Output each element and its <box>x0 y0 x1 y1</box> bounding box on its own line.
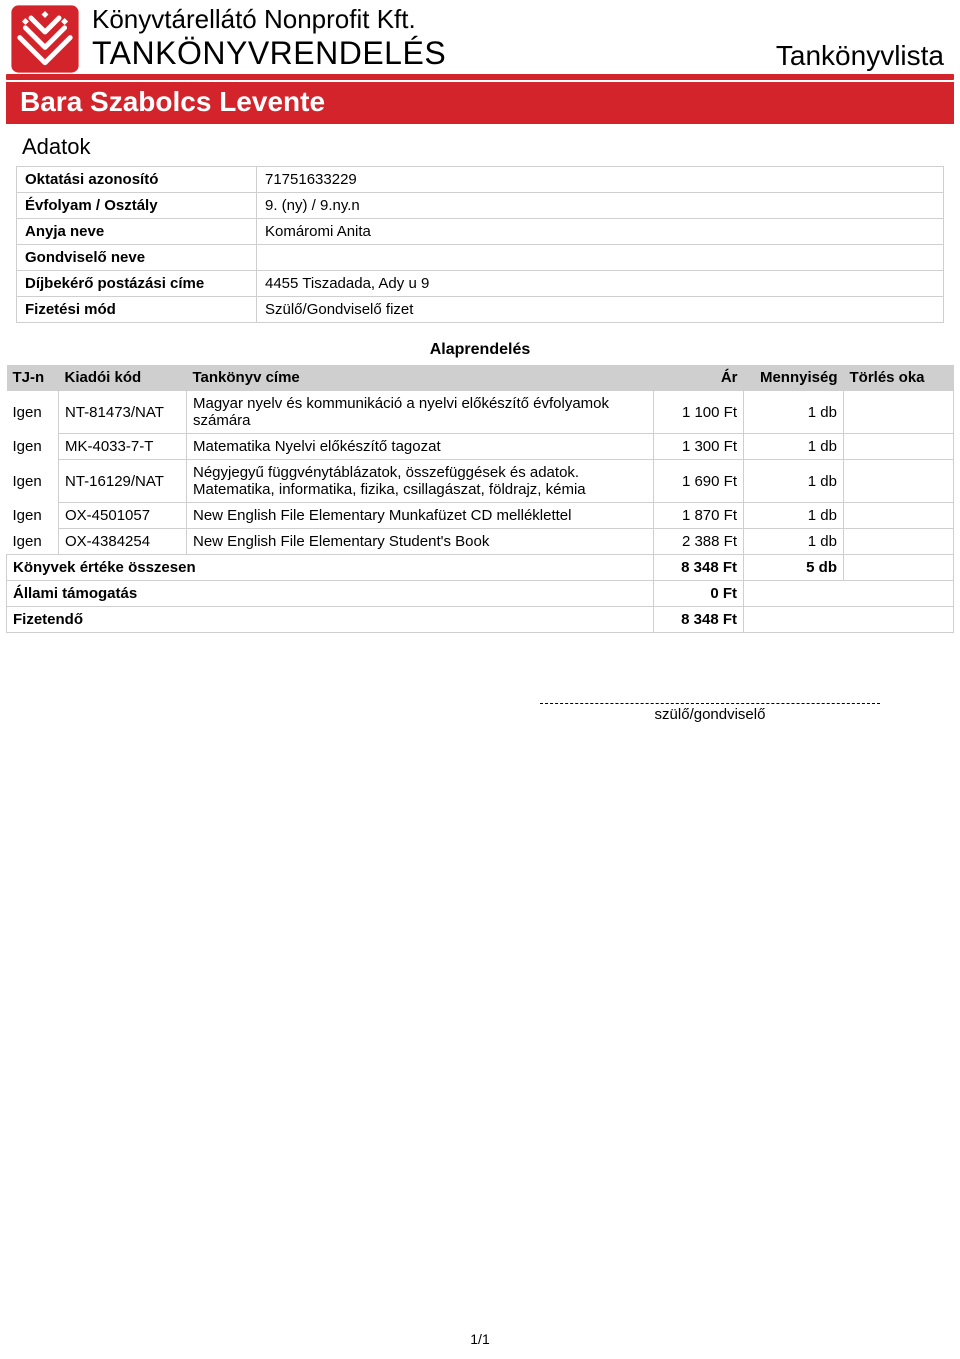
cell-tj: Igen <box>7 434 59 460</box>
cell-title: Magyar nyelv és kommunikáció a nyelvi el… <box>187 391 654 434</box>
cell-code: OX-4384254 <box>59 529 187 555</box>
cell-code: NT-81473/NAT <box>59 391 187 434</box>
info-row: Fizetési mód Szülő/Gondviselő fizet <box>17 297 944 323</box>
summary-total-row: Könyvek értéke összesen 8 348 Ft 5 db <box>7 555 954 581</box>
student-name-bar: Bara Szabolcs Levente <box>6 82 954 124</box>
page-header: Könyvtárellátó Nonprofit Kft. TANKÖNYVRE… <box>0 0 960 74</box>
summary-payable-row: Fizetendő 8 348 Ft <box>7 607 954 633</box>
signature-area: szülő/gondviselő <box>0 703 880 724</box>
cell-tj: Igen <box>7 391 59 434</box>
order-section-title: Alaprendelés <box>0 323 960 365</box>
cell-tj: Igen <box>7 529 59 555</box>
order-table: TJ-n Kiadói kód Tankönyv címe Ár Mennyis… <box>6 365 954 633</box>
cell-qty: 1 db <box>744 391 844 434</box>
info-row: Díjbekérő postázási címe 4455 Tiszadada,… <box>17 271 944 297</box>
cell-qty: 1 db <box>744 503 844 529</box>
cell-price: 1 870 Ft <box>654 503 744 529</box>
cell-title: Négyjegyű függvénytáblázatok, összefüggé… <box>187 460 654 503</box>
info-value <box>257 245 944 271</box>
summary-total-price: 8 348 Ft <box>654 555 744 581</box>
cell-title: Matematika Nyelvi előkészítő tagozat <box>187 434 654 460</box>
cell-title: New English File Elementary Student's Bo… <box>187 529 654 555</box>
cell-code: NT-16129/NAT <box>59 460 187 503</box>
cell-tj: Igen <box>7 503 59 529</box>
cell-code: MK-4033-7-T <box>59 434 187 460</box>
col-header-price: Ár <box>654 365 744 391</box>
info-label: Anyja neve <box>17 219 257 245</box>
col-header-code: Kiadói kód <box>59 365 187 391</box>
info-row: Anyja neve Komáromi Anita <box>17 219 944 245</box>
table-row: IgenNT-16129/NATNégyjegyű függvénytábláz… <box>7 460 954 503</box>
info-label: Fizetési mód <box>17 297 257 323</box>
summary-empty <box>744 607 954 633</box>
info-table: Oktatási azonosító 71751633229 Évfolyam … <box>16 166 944 323</box>
main-title: TANKÖNYVRENDELÉS <box>92 35 446 72</box>
summary-total-qty: 5 db <box>744 555 844 581</box>
table-row: IgenOX-4501057New English File Elementar… <box>7 503 954 529</box>
info-value: Komáromi Anita <box>257 219 944 245</box>
cell-del <box>844 434 954 460</box>
header-text: Könyvtárellátó Nonprofit Kft. TANKÖNYVRE… <box>92 4 950 72</box>
info-row: Oktatási azonosító 71751633229 <box>17 167 944 193</box>
header-right: Tankönyvlista <box>776 40 950 72</box>
summary-support-value: 0 Ft <box>654 581 744 607</box>
header-left: Könyvtárellátó Nonprofit Kft. TANKÖNYVRE… <box>92 4 446 72</box>
summary-payable-label: Fizetendő <box>7 607 654 633</box>
summary-support-label: Állami támogatás <box>7 581 654 607</box>
info-label: Díjbekérő postázási címe <box>17 271 257 297</box>
table-row: IgenNT-81473/NATMagyar nyelv és kommunik… <box>7 391 954 434</box>
cell-qty: 1 db <box>744 529 844 555</box>
cell-del <box>844 460 954 503</box>
logo-icon <box>10 4 80 74</box>
signature-line: szülő/gondviselő <box>540 703 880 723</box>
summary-empty <box>744 581 954 607</box>
summary-empty <box>844 555 954 581</box>
col-header-qty: Mennyiség <box>744 365 844 391</box>
table-row: IgenOX-4384254New English File Elementar… <box>7 529 954 555</box>
company-name: Könyvtárellátó Nonprofit Kft. <box>92 4 446 35</box>
col-header-del: Törlés oka <box>844 365 954 391</box>
info-label: Oktatási azonosító <box>17 167 257 193</box>
col-header-title: Tankönyv címe <box>187 365 654 391</box>
cell-price: 1 300 Ft <box>654 434 744 460</box>
table-row: IgenMK-4033-7-TMatematika Nyelvi előkész… <box>7 434 954 460</box>
cell-price: 1 690 Ft <box>654 460 744 503</box>
cell-del <box>844 503 954 529</box>
cell-qty: 1 db <box>744 434 844 460</box>
cell-price: 2 388 Ft <box>654 529 744 555</box>
cell-del <box>844 391 954 434</box>
col-header-tj: TJ-n <box>7 365 59 391</box>
page-footer: 1/1 <box>0 1331 960 1347</box>
section-title-adatok: Adatok <box>0 124 960 166</box>
summary-support-row: Állami támogatás 0 Ft <box>7 581 954 607</box>
info-value: 9. (ny) / 9.ny.n <box>257 193 944 219</box>
cell-del <box>844 529 954 555</box>
info-row: Gondviselő neve <box>17 245 944 271</box>
info-label: Gondviselő neve <box>17 245 257 271</box>
page: Könyvtárellátó Nonprofit Kft. TANKÖNYVRE… <box>0 0 960 1359</box>
info-label: Évfolyam / Osztály <box>17 193 257 219</box>
order-header-row: TJ-n Kiadói kód Tankönyv címe Ár Mennyis… <box>7 365 954 391</box>
cell-code: OX-4501057 <box>59 503 187 529</box>
info-value: 4455 Tiszadada, Ady u 9 <box>257 271 944 297</box>
cell-title: New English File Elementary Munkafüzet C… <box>187 503 654 529</box>
info-value: 71751633229 <box>257 167 944 193</box>
cell-price: 1 100 Ft <box>654 391 744 434</box>
cell-qty: 1 db <box>744 460 844 503</box>
divider-bar <box>6 74 954 80</box>
summary-total-label: Könyvek értéke összesen <box>7 555 654 581</box>
info-value: Szülő/Gondviselő fizet <box>257 297 944 323</box>
cell-tj: Igen <box>7 460 59 503</box>
info-row: Évfolyam / Osztály 9. (ny) / 9.ny.n <box>17 193 944 219</box>
summary-payable-value: 8 348 Ft <box>654 607 744 633</box>
